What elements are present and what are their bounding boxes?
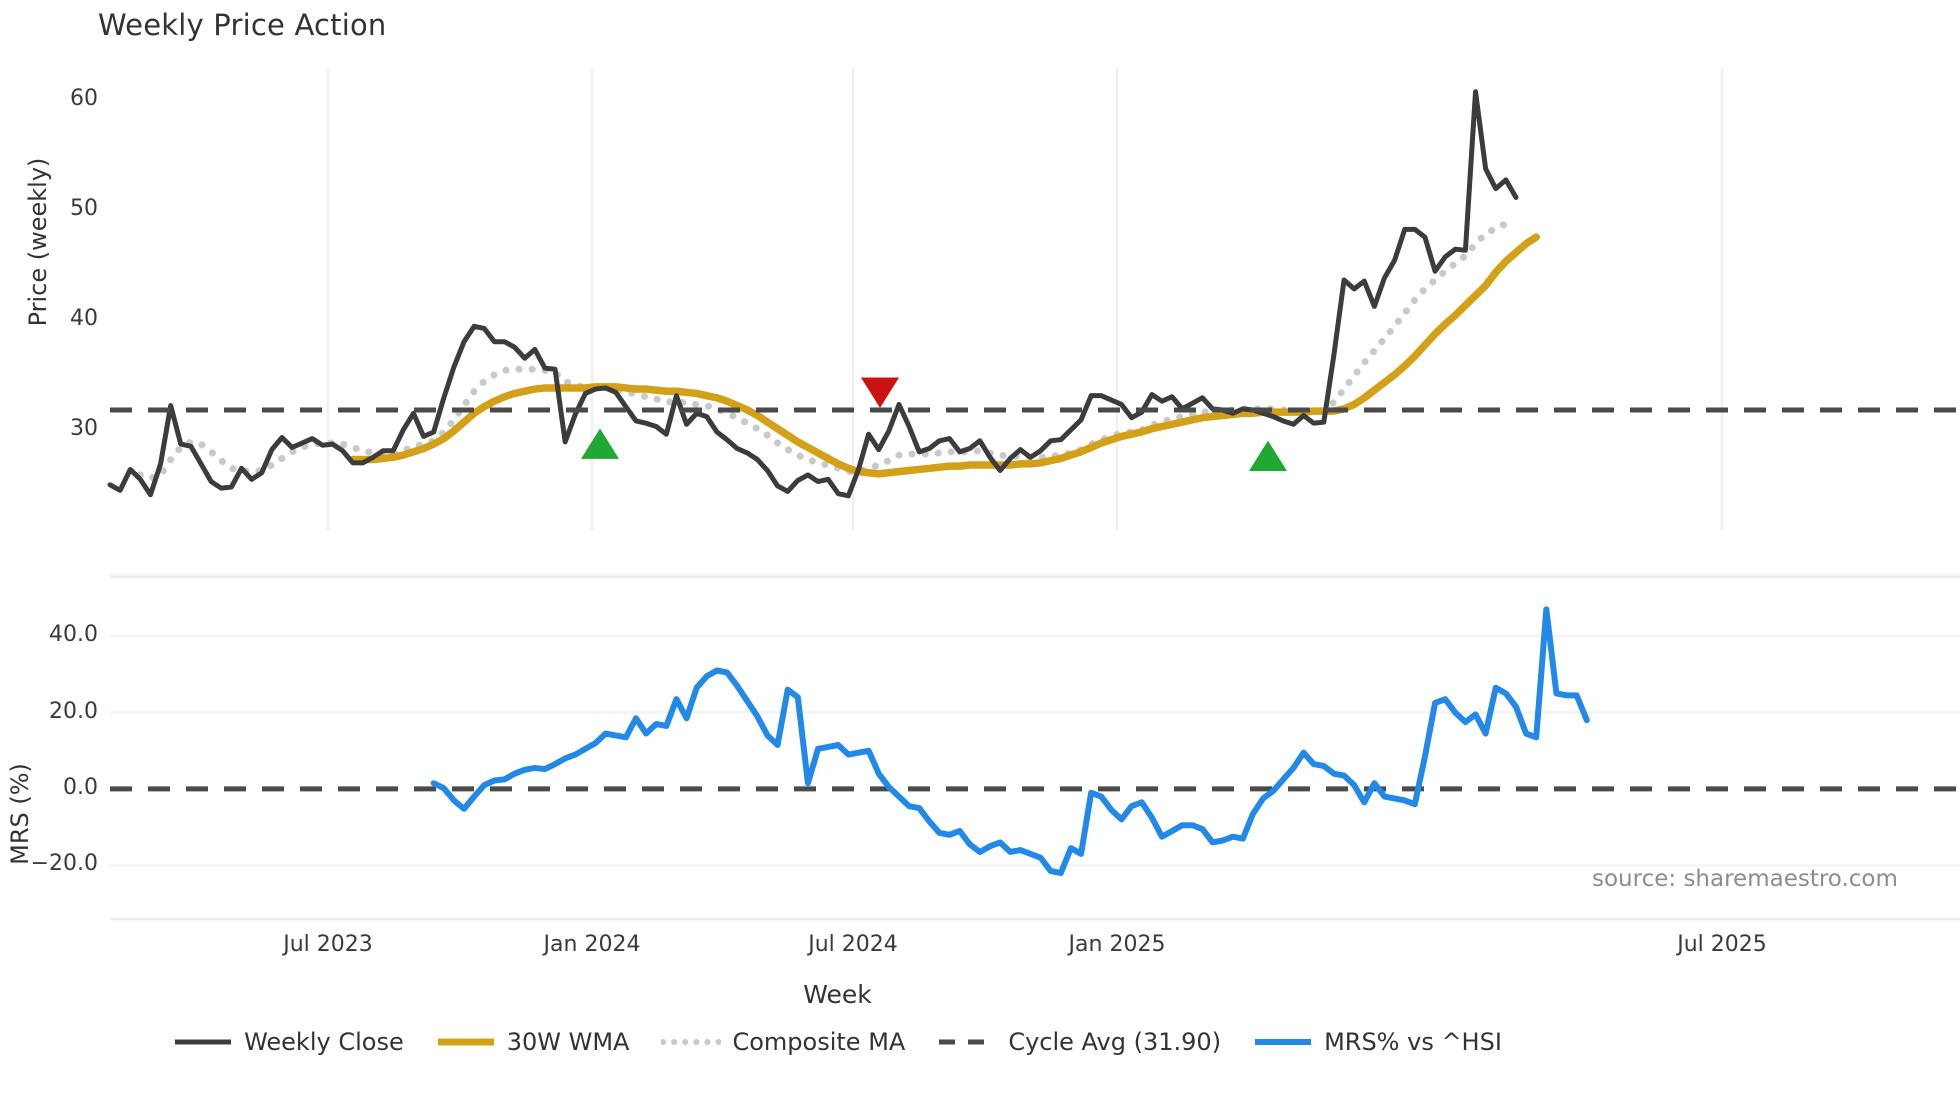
x-tick-jul-2023: Jul 2023 <box>283 932 373 957</box>
legend-swatch-wma-30w <box>437 1038 494 1046</box>
x-axis-label: Week <box>803 980 872 1009</box>
legend-label-mrs-pct: MRS% vs ^HSI <box>1324 1028 1502 1056</box>
price-y-tick-40: 40 <box>70 305 98 331</box>
price-y-tick-50: 50 <box>70 195 98 221</box>
mrs-percent-line <box>430 606 1590 876</box>
x-tick-jan-2025: Jan 2025 <box>1068 932 1166 957</box>
chart-legend: Weekly Close 30W WMA Composite MA Cycle Avg… <box>0 1028 1675 1056</box>
x-tick-jan-2024: Jan 2024 <box>543 932 641 957</box>
mrs-y-tick-20.0: 20.0 <box>49 698 98 724</box>
legend-swatch-cycle-avg <box>939 1039 996 1045</box>
composite-ma-line <box>136 218 1520 482</box>
mrs-y-tick-40.0: 40.0 <box>49 622 98 648</box>
sell-signal-marker[interactable] <box>861 377 899 408</box>
legend-label-composite-ma: Composite MA <box>732 1028 906 1056</box>
legend-item-mrs-pct[interactable]: MRS% vs ^HSI <box>1253 1028 1502 1056</box>
weekly-close-line <box>107 89 1519 499</box>
x-tick-jul-2024: Jul 2024 <box>808 932 898 957</box>
legend-item-weekly-close[interactable]: Weekly Close <box>173 1028 404 1056</box>
x-tick-jul-2025: Jul 2025 <box>1677 932 1767 957</box>
price-y-tick-30: 30 <box>70 415 98 441</box>
source-attribution: source: sharemaestro.com <box>1592 866 1898 892</box>
buy-signal-marker[interactable] <box>581 428 619 459</box>
legend-item-composite-ma[interactable]: Composite MA <box>661 1028 905 1056</box>
price-y-tick-60: 60 <box>70 85 98 111</box>
mrs-y-tick-0.0: 0.0 <box>63 774 98 800</box>
legend-swatch-weekly-close <box>175 1039 232 1045</box>
buy-signal-marker[interactable] <box>1249 440 1287 472</box>
legend-label-wma-30w: 30W WMA <box>506 1028 630 1056</box>
page-title: Weekly Price Action <box>98 8 387 42</box>
legend-item-cycle-avg[interactable]: Cycle Avg (31.90) <box>937 1028 1221 1056</box>
legend-label-cycle-avg: Cycle Avg (31.90) <box>1008 1028 1222 1056</box>
legend-label-weekly-close: Weekly Close <box>244 1028 404 1056</box>
legend-swatch-mrs-pct <box>1255 1039 1312 1045</box>
mrs-y-tick-−20.0: −20.0 <box>30 851 98 877</box>
legend-item-wma-30w[interactable]: 30W WMA <box>436 1028 630 1056</box>
legend-swatch-composite-ma <box>661 1039 722 1045</box>
